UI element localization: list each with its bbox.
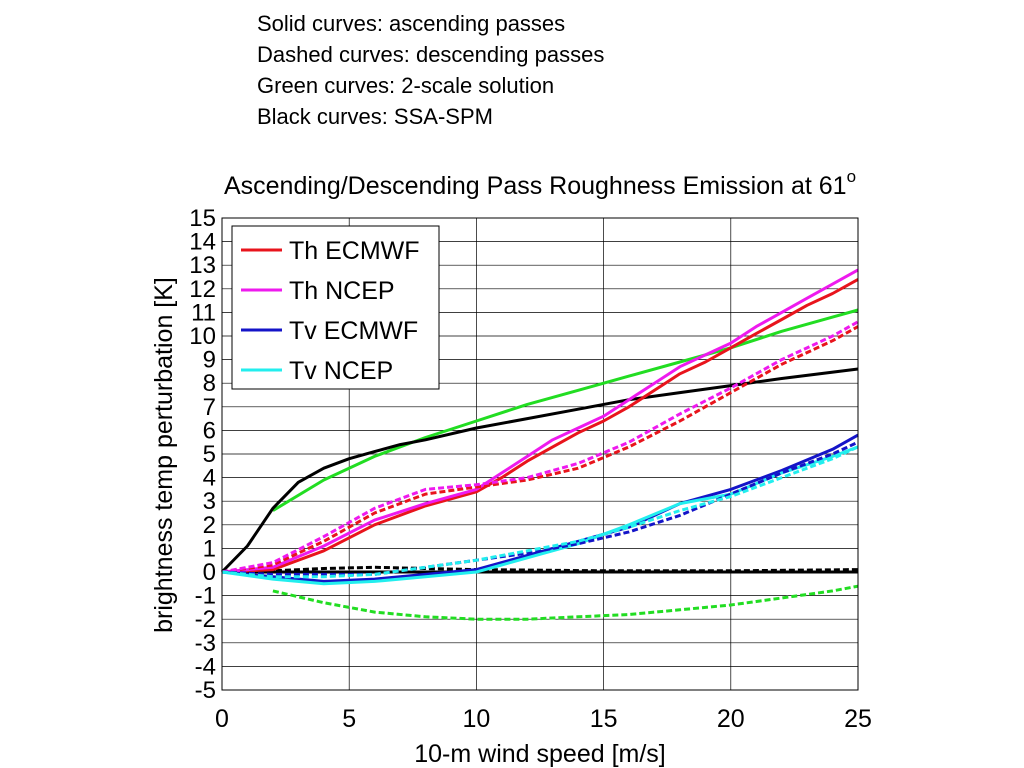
series-line-dashed (221, 320, 859, 574)
y-tick-label: 3 (203, 488, 216, 515)
y-tick-label: -4 (195, 653, 216, 680)
y-tick-label: 2 (203, 512, 216, 539)
y-tick-label: -5 (195, 677, 216, 704)
x-tick-labels: 0 5 10 15 20 25 (215, 705, 872, 733)
note-solid: Solid curves: ascending passes (257, 11, 566, 36)
y-tick-label: 7 (203, 394, 216, 421)
y-tick-label: -1 (195, 583, 216, 610)
y-tick-label: 6 (203, 417, 216, 444)
chart-title: Ascending/Descending Pass Roughness Emis… (224, 167, 856, 200)
chart-title-text: Ascending/Descending Pass Roughness Emis… (224, 172, 847, 200)
x-tick-label: 20 (717, 705, 745, 733)
y-tick-label: -3 (195, 630, 216, 657)
y-tick-label: 9 (203, 347, 216, 374)
y-tick-label: -2 (195, 606, 216, 633)
legend-notes: Solid curves: ascending passes Dashed cu… (257, 8, 604, 132)
note-dashed: Dashed curves: descending passes (257, 42, 605, 67)
series-line-solid (221, 278, 859, 574)
y-tick-label: 8 (203, 370, 216, 397)
y-tick-label: 10 (189, 323, 216, 350)
x-tick-label: 25 (844, 705, 872, 733)
y-tick-label: 11 (191, 299, 216, 326)
y-axis-label: brightness temp perturbation [K] (150, 277, 178, 633)
legend-box (231, 225, 440, 390)
note-green: Green curves: 2-scale solution (257, 73, 555, 98)
plot-frame (221, 217, 859, 691)
y-tick-label: 15 (189, 205, 216, 232)
y-tick-label: 4 (203, 465, 216, 492)
note-black: Black curves: SSA-SPM (257, 104, 493, 129)
x-tick-label: 10 (462, 705, 490, 733)
legend-label: Tv NCEP (289, 357, 393, 385)
series-line-dashed (221, 445, 859, 579)
y-tick-label: 12 (189, 276, 216, 303)
series-line-solid (221, 445, 859, 586)
series-line-dashed (221, 325, 859, 574)
series-line-solid (221, 433, 859, 583)
y-tick-label: 14 (189, 229, 216, 256)
series-line-solid (221, 268, 859, 574)
y-tick-label: 13 (189, 252, 216, 279)
legend-label: Th NCEP (289, 277, 395, 305)
x-tick-label: 5 (342, 705, 356, 733)
x-tick-label: 0 (215, 705, 229, 733)
y-tick-label: 5 (203, 441, 216, 468)
series-line-dashed (272, 584, 859, 621)
chart-title-superscript: o (847, 167, 856, 186)
legend-label: Tv ECMWF (289, 317, 418, 345)
legend: Th ECMWF Th NCEP Tv ECMWF Tv NCEP (231, 225, 440, 390)
series-line-solid (272, 308, 859, 512)
series-line-dashed (221, 440, 859, 576)
y-tick-label: 1 (203, 535, 216, 562)
y-tick-label: 0 (203, 559, 216, 586)
plot-lines (220, 268, 859, 621)
x-tick-label: 15 (590, 705, 618, 733)
series-line-solid (220, 367, 859, 574)
legend-label: Th ECMWF (289, 237, 420, 265)
x-axis-label: 10-m wind speed [m/s] (414, 740, 666, 768)
